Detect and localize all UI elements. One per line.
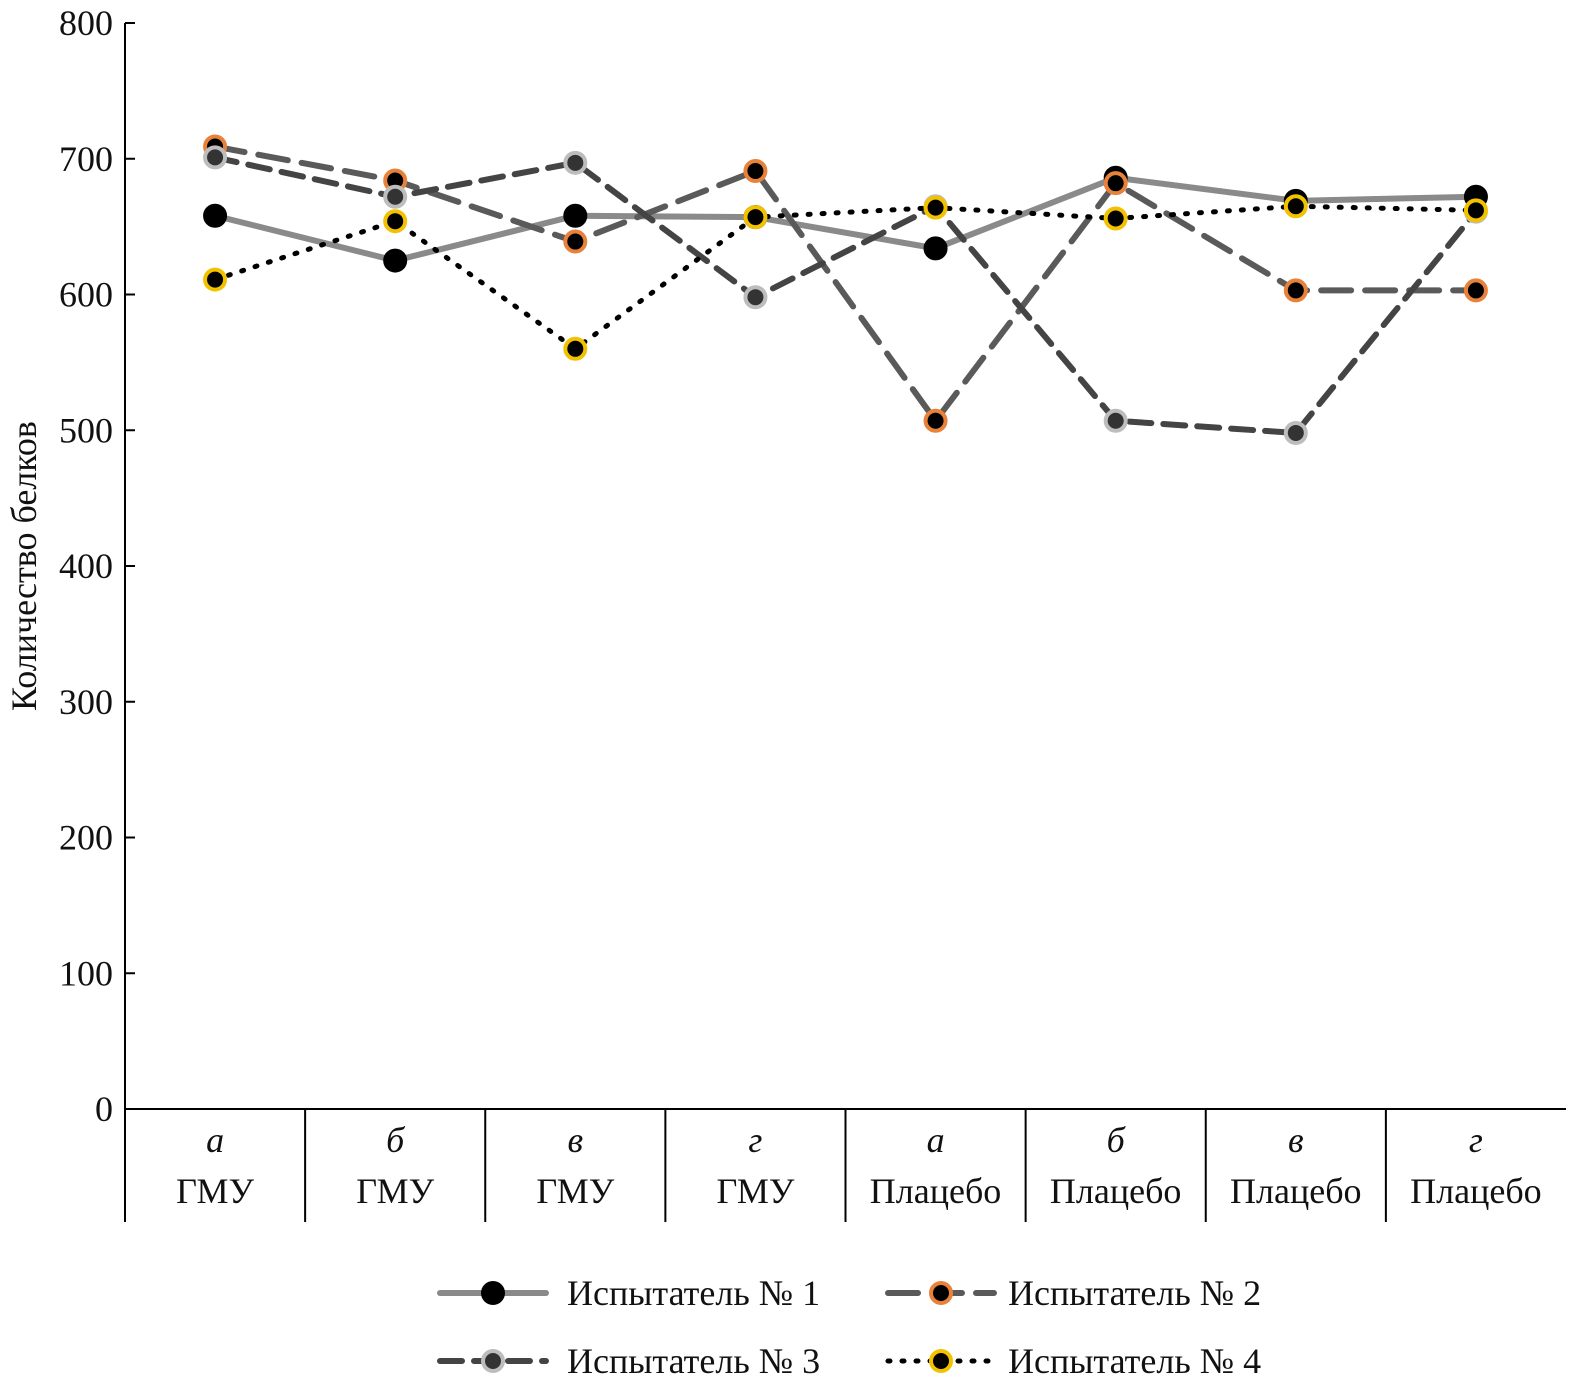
series-line: [212, 203, 1479, 352]
data-point: [563, 229, 588, 254]
x-tick-group: ГМУ: [356, 1171, 434, 1211]
series-4: [203, 194, 1488, 361]
legend-item-2: Испытатель № 2: [885, 1273, 1261, 1313]
series-line: [212, 174, 1479, 264]
legend: Испытатель № 1 Испытатель № 2 Испытатель №…: [437, 1273, 1261, 1381]
y-tick-label: 800: [59, 3, 113, 43]
series-line: [212, 143, 1479, 426]
x-tick-group: ГМУ: [717, 1171, 795, 1211]
x-tick-letter: г: [748, 1120, 762, 1160]
x-tick-group: ГМУ: [176, 1171, 254, 1211]
x-tick-letter: а: [927, 1120, 945, 1160]
legend-marker: [929, 1349, 953, 1373]
y-tick-label: 300: [59, 682, 113, 722]
legend-marker: [929, 1281, 953, 1305]
x-tick-letter: в: [567, 1120, 583, 1160]
data-point: [203, 145, 228, 170]
data-point: [1103, 408, 1128, 433]
data-point: [203, 267, 228, 292]
legend-label: Испытатель № 1: [567, 1273, 820, 1313]
x-tick-group: Плацебо: [1410, 1171, 1542, 1211]
data-point: [1463, 278, 1488, 303]
data-point: [1103, 206, 1128, 231]
series-line: [212, 154, 1479, 437]
x-tick-group: Плацебо: [1050, 1171, 1182, 1211]
data-point: [923, 195, 948, 220]
y-tick-label: 400: [59, 546, 113, 586]
data-point: [383, 184, 408, 209]
data-point: [743, 205, 768, 230]
data-point: [923, 236, 948, 261]
data-point: [563, 203, 588, 228]
legend-label: Испытатель № 3: [567, 1341, 820, 1381]
x-tick-group: ГМУ: [536, 1171, 614, 1211]
x-tick-letter: б: [1107, 1120, 1127, 1160]
data-point: [563, 150, 588, 175]
y-tick-label: 0: [95, 1089, 113, 1129]
y-tick-label: 200: [59, 818, 113, 858]
x-tick-letter: а: [206, 1120, 224, 1160]
legend-marker: [481, 1349, 505, 1373]
legend-item-4: Испытатель № 4: [885, 1341, 1261, 1381]
data-point: [1283, 278, 1308, 303]
data-point: [1103, 171, 1128, 196]
y-axis-label: Количество белков: [4, 421, 44, 711]
data-point: [1283, 420, 1308, 445]
x-tick-letter: б: [386, 1120, 406, 1160]
y-tick-label: 600: [59, 275, 113, 315]
x-tick-letter: в: [1288, 1120, 1304, 1160]
data-point: [923, 408, 948, 433]
data-point: [203, 203, 228, 228]
legend-label: Испытатель № 2: [1008, 1273, 1261, 1313]
data-point: [1463, 198, 1488, 223]
legend-marker: [481, 1281, 505, 1305]
y-tick-label: 100: [59, 953, 113, 993]
data-point: [743, 285, 768, 310]
data-point: [743, 158, 768, 183]
data-point: [1283, 194, 1308, 219]
y-tick-label: 500: [59, 410, 113, 450]
legend-item-3: Испытатель № 3: [437, 1341, 820, 1381]
x-tick-letter: г: [1469, 1120, 1483, 1160]
y-tick-label: 700: [59, 139, 113, 179]
axes: 0 100 200 300 400 500 600 700 800 а ГМУ б ГМУ в ГМУ г ГМ…: [59, 3, 1566, 1222]
x-tick-group: Плацебо: [1230, 1171, 1362, 1211]
data-point: [383, 248, 408, 273]
data-point: [383, 209, 408, 234]
legend-label: Испытатель № 4: [1008, 1341, 1261, 1381]
legend-item-1: Испытатель № 1: [437, 1273, 820, 1313]
x-tick-group: Плацебо: [870, 1171, 1002, 1211]
data-point: [563, 336, 588, 361]
series-layer: [203, 134, 1488, 445]
series-2: [203, 134, 1488, 433]
